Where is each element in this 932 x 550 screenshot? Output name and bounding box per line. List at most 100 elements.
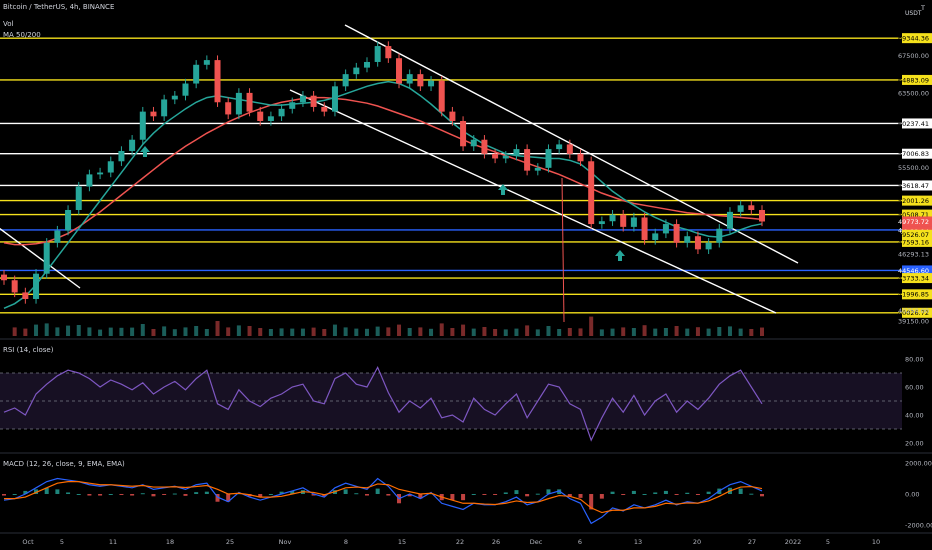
volume-bar xyxy=(418,327,423,336)
price-level-tag xyxy=(902,236,932,247)
price-level-text: 64883.09 xyxy=(898,76,929,84)
candle-body xyxy=(620,214,627,227)
volume-bar xyxy=(567,328,572,336)
macd-histogram-bar xyxy=(268,494,273,495)
price-level-text: 60237.41 xyxy=(898,120,929,128)
candle-body xyxy=(577,153,584,162)
candle-body xyxy=(118,150,125,162)
candle-body xyxy=(598,221,605,225)
candle-body xyxy=(97,172,104,175)
candle-body xyxy=(363,61,370,68)
volume-bar xyxy=(578,328,583,336)
candle-body xyxy=(289,102,296,109)
macd-histogram-bar xyxy=(386,494,391,496)
rsi-label[interactable]: RSI (14, close) xyxy=(3,346,54,354)
ma-label[interactable]: MA 50/200 xyxy=(3,31,41,39)
macd-axis-tick: 2000.00 xyxy=(905,459,932,467)
candle-body xyxy=(86,174,93,187)
volume-bar xyxy=(151,329,156,336)
macd-histogram-bar xyxy=(642,494,647,495)
time-axis-tick: 5 xyxy=(826,538,830,546)
macd-label[interactable]: MACD (12, 26, close, 9, EMA, EMA) xyxy=(3,460,125,468)
volume-bar xyxy=(140,324,145,336)
volume-bar xyxy=(407,328,412,336)
price-level-text: 41996.85 xyxy=(898,291,929,299)
time-axis[interactable]: Oct 5 11 18 25 Nov 8 15 22 26 Dec 6 13 20 27 2022 5 10 xyxy=(22,538,880,546)
rsi-line xyxy=(3,366,763,442)
trendline-upper-channel[interactable] xyxy=(344,24,799,264)
macd-histogram-bar xyxy=(535,493,540,495)
candle-body xyxy=(246,92,253,112)
time-axis-tick: Oct xyxy=(22,538,34,546)
candle-body xyxy=(374,46,381,62)
volume-bar xyxy=(610,328,615,336)
currency-label[interactable]: USDT xyxy=(905,10,922,17)
buy-arrows xyxy=(140,146,625,261)
candle-body xyxy=(342,74,349,87)
volume-bar xyxy=(663,328,668,336)
candle-body xyxy=(161,99,168,117)
ma200-line xyxy=(3,96,763,246)
macd-histogram-bar xyxy=(204,491,209,494)
candle-body xyxy=(737,205,744,212)
candle-body xyxy=(107,161,114,173)
macd-histogram-bar xyxy=(695,494,700,495)
time-axis-tick: 22 xyxy=(456,538,464,546)
macd-histogram-bar xyxy=(226,494,231,502)
candle-body xyxy=(267,116,274,121)
candle-body xyxy=(299,95,306,103)
macd-histogram-bar xyxy=(311,494,316,496)
macd-histogram-bar xyxy=(557,489,562,494)
macd-histogram-bar xyxy=(418,494,423,499)
candle-body xyxy=(65,209,72,231)
price-level-text: 43733.34 xyxy=(898,274,929,282)
trendline-left[interactable] xyxy=(0,225,81,289)
up-arrow-stem xyxy=(143,152,147,157)
volume-bar xyxy=(450,328,455,336)
price-level-tag xyxy=(902,74,932,85)
volume-bar xyxy=(354,328,359,336)
volume-bar xyxy=(525,325,530,336)
volume-bar xyxy=(44,323,49,336)
time-axis-tick: 18 xyxy=(166,538,174,546)
volume-bar xyxy=(375,326,380,336)
time-axis-tick: 5 xyxy=(60,538,64,546)
macd-histogram-bar xyxy=(162,494,167,495)
candle-body xyxy=(406,74,413,84)
candle-body xyxy=(694,236,701,250)
candle-body xyxy=(524,149,531,171)
time-axis-tick: 10 xyxy=(872,538,880,546)
price-level-tag xyxy=(902,148,932,159)
candle-body xyxy=(556,144,563,150)
macd-histogram-bar xyxy=(108,494,113,495)
volume-bar xyxy=(535,329,540,336)
candle-body xyxy=(492,153,499,159)
trendline-lower-channel[interactable] xyxy=(289,89,777,314)
macd-histogram-bar xyxy=(471,494,476,495)
macd-histogram-bar xyxy=(514,490,519,494)
macd-histogram-bar xyxy=(674,494,679,495)
volume-bars xyxy=(12,316,764,336)
symbol-title[interactable]: Bitcoin / TetherUS, 4h, BINANCE xyxy=(3,3,115,11)
price-level-text: 57006.83 xyxy=(898,150,929,158)
candle-body xyxy=(716,228,723,243)
macd-histogram-bar xyxy=(685,492,690,494)
candle-body xyxy=(481,139,488,154)
macd-histogram-bar xyxy=(172,493,177,495)
macd-histogram-bar xyxy=(194,492,199,494)
volume-bar xyxy=(279,328,284,336)
ma50-tag xyxy=(902,229,932,240)
price-level-tag xyxy=(902,273,932,284)
volume-bar xyxy=(258,328,263,336)
volume-bar xyxy=(162,326,167,336)
candle-body xyxy=(203,60,210,65)
price-axis-tick: 46293.13 xyxy=(898,250,929,258)
price-level-text: 52001.26 xyxy=(898,197,929,205)
rsi-axis-tick: 20.00 xyxy=(905,439,924,447)
price-level-text: 50508.71 xyxy=(898,211,929,219)
candle-body xyxy=(748,205,755,210)
volume-label[interactable]: Vol xyxy=(3,20,14,28)
ma200-series xyxy=(3,96,763,246)
macd-histogram-bar xyxy=(130,494,135,496)
